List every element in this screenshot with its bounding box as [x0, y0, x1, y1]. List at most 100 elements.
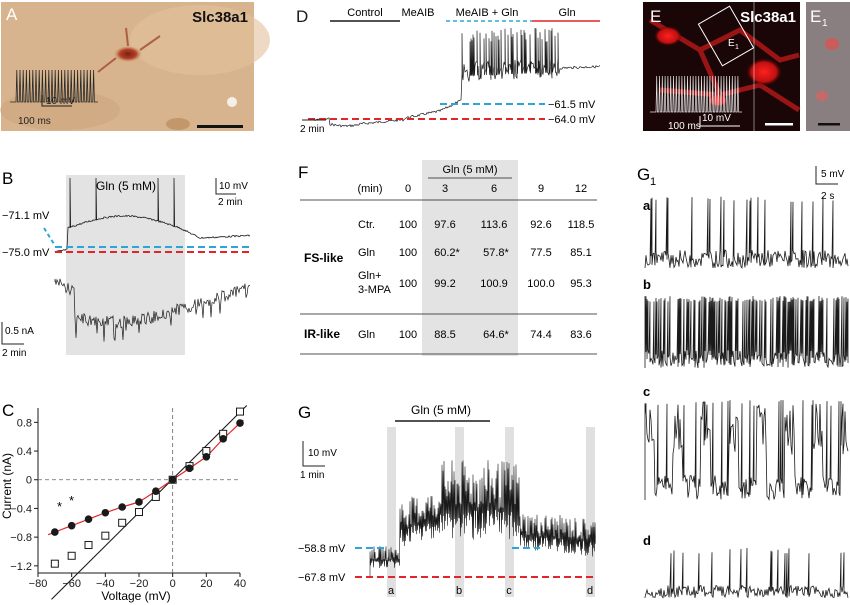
panel-g-marker-c: c	[506, 585, 512, 597]
table-cell: 57.8*	[483, 247, 509, 259]
panel-e-scale-bar	[699, 116, 740, 127]
panel-d-scale-t: 2 min	[300, 124, 324, 135]
panel-a-background-tone	[130, 5, 270, 75]
iv-chart-point-filled-circle	[118, 503, 126, 511]
panel-f-gln-window	[422, 160, 518, 356]
iv-chart-y-tick-label: −1.2	[10, 561, 32, 573]
table-header-cell: 3	[442, 183, 448, 195]
panel-e-inset-box	[697, 5, 755, 67]
table-row-condition: Ctr.	[358, 219, 375, 231]
panel-g-scale-v: 10 mV	[308, 448, 337, 459]
table-cell: 77.5	[530, 247, 551, 259]
panel-g-v-upper: −58.8 mV	[298, 543, 346, 555]
panel-g1-scale-bar	[815, 166, 838, 185]
iv-chart-point-open-square	[101, 531, 110, 540]
table-cell: 100.0	[527, 278, 555, 290]
iv-chart-x-tick-label: 40	[234, 578, 246, 590]
panel-e1-cell	[816, 91, 828, 101]
table-cell: 100	[399, 278, 417, 290]
panel-c: C −80 −60 −40 −20 0 20 40 −1.2 −0.8 −0.4 0 0.4 0.8 V…	[0, 401, 248, 603]
panel-g1-letter: G	[637, 165, 650, 184]
panel-g1-trace-c-label: c	[643, 384, 650, 399]
panel-b-scale-t-top: 2 min	[218, 197, 242, 208]
iv-chart-point-filled-circle	[168, 475, 177, 484]
panel-d-level-high-label: −61.5 mV	[548, 99, 596, 111]
panel-g-gln-label: Gln (5 mM)	[411, 403, 471, 417]
iv-chart-axes	[37, 408, 240, 574]
panel-b-gln-label: Gln (5 mM)	[96, 179, 156, 193]
table-cell: 97.6	[434, 219, 455, 231]
panel-g1-trace-a-label: a	[643, 198, 651, 213]
panel-e1-letter: E	[810, 7, 821, 26]
panel-g1-trace-c	[644, 400, 849, 501]
panel-b-scale-t-bottom: 2 min	[2, 348, 26, 359]
table-row-condition: Gln	[358, 247, 375, 259]
table-cell: 118.5	[568, 219, 595, 231]
panel-g1-trace-d-label: d	[643, 533, 651, 548]
panel-e-scale-t: 100 ms	[668, 121, 701, 132]
panel-e1-micrograph	[806, 2, 850, 131]
iv-chart-point-filled-circle	[84, 515, 93, 523]
table-cell: 83.6	[570, 329, 591, 341]
table-gln-header: Gln (5 mM)	[443, 164, 498, 176]
condition-meaib-gln: MeAIB + Gln	[456, 7, 519, 19]
table-cell: 60.2*	[434, 247, 460, 259]
table-cell: 100	[399, 247, 417, 259]
iv-chart-xlabel: Voltage (mV)	[101, 589, 170, 603]
iv-chart-point-filled-circle	[152, 487, 160, 496]
iv-chart-point-open-square	[118, 518, 127, 527]
panel-g-scale-bar	[302, 441, 325, 467]
panel-g1-trace-a	[644, 196, 849, 269]
table-group-ir-like: IR-like	[304, 327, 340, 341]
panel-b: B Gln (5 mM) −71.1 mV −75.0 mV 10 mV 2 m…	[1, 169, 251, 359]
panel-f: F Gln (5 mM) (min) 0 3 6 9 12 FS-like Ct…	[298, 160, 597, 356]
table-header-cell: 9	[538, 183, 544, 195]
iv-chart-y-tick-label: −0.4	[10, 503, 32, 515]
iv-chart-y-tick-label: 0.4	[17, 446, 32, 458]
panel-e: E Slc38a1 E 1 10 mV 100 ms E 1	[643, 2, 850, 132]
iv-chart-point-open-square	[84, 541, 93, 550]
table-cell: 100	[399, 329, 417, 341]
iv-chart-x-tick-label: −80	[29, 578, 48, 590]
table-row: Gln 100 60.2* 57.8* 77.5 85.1	[358, 247, 592, 259]
panel-a-stained-neuron	[166, 118, 190, 130]
panel-e-inset-sub: 1	[735, 44, 739, 51]
table-row: Ctr. 100 97.6 113.6 92.6 118.5	[358, 219, 594, 231]
panel-g1-trace-d	[644, 547, 849, 599]
panel-g-marker-d: d	[587, 585, 593, 597]
panel-e1-micron-bar	[818, 123, 840, 126]
table-header-cell: (min)	[357, 183, 382, 195]
condition-meaib: MeAIB	[401, 7, 434, 19]
iv-chart-point-open-square	[50, 559, 59, 568]
iv-chart-point-filled-circle	[202, 452, 211, 461]
panel-g1-trace-b	[644, 295, 849, 369]
panel-a: A Slc38a1 10 mV 100 ms	[0, 2, 270, 131]
panel-a-letter: A	[6, 5, 18, 24]
table-cell: 95.3	[570, 278, 591, 290]
panel-g1: G 1 5 mV 2 s a b c d	[637, 165, 849, 599]
iv-chart-ylabel: Current (nA)	[0, 453, 14, 519]
table-row-condition-line2: 3-MPA	[358, 284, 391, 296]
table-cell: 100	[399, 219, 417, 231]
panel-e-gene-label: Slc38a1	[740, 9, 796, 26]
panel-b-v-lower: −75.0 mV	[2, 247, 50, 259]
panel-g1-sub: 1	[650, 176, 656, 188]
iv-chart-x-tick-label: −60	[62, 578, 81, 590]
panel-g1-scale-v: 5 mV	[821, 169, 845, 180]
iv-chart-point-open-square	[236, 407, 244, 416]
panel-a-neuron-dendrite	[97, 27, 161, 73]
panel-e-cell-body	[746, 58, 782, 86]
panel-g: G Gln (5 mM) −58.8 mV −67.8 mV 10 mV 1 m…	[298, 403, 596, 597]
table-cell: 92.6	[530, 219, 551, 231]
panel-f-letter: F	[298, 163, 308, 182]
table-header-row: (min) 0 3 6 9 12	[357, 183, 587, 195]
iv-chart-x-tick-label: −20	[130, 578, 149, 590]
table-header-cell: 0	[405, 183, 411, 195]
iv-chart-point-filled-circle	[101, 508, 110, 517]
panel-e-cell-body	[654, 26, 682, 46]
iv-chart-point-filled-circle	[51, 528, 59, 536]
panel-g-marker-b: b	[456, 585, 462, 597]
iv-chart-fit-linear	[51, 405, 248, 600]
panel-a-micron-bar	[197, 125, 243, 128]
